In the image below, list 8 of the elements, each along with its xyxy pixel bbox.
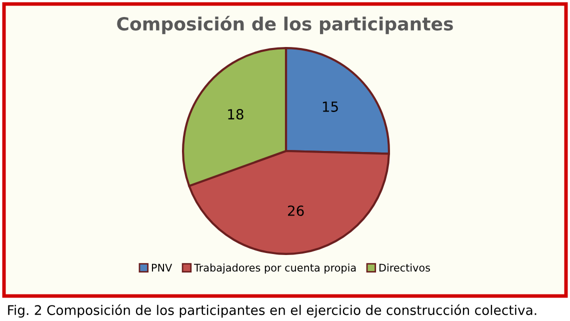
data-label: 18 bbox=[228, 109, 244, 120]
caption: Fig. 2 Composición de los participantes en el ejercicio de construcción colectiva. bbox=[8, 304, 536, 318]
legend-label: Trabajadores por cuenta propia bbox=[194, 264, 356, 274]
data-label: 15 bbox=[322, 102, 338, 112]
data-label: 26 bbox=[288, 206, 304, 216]
legend-label: PNV bbox=[152, 264, 172, 272]
chart-title: Composición de los participantes bbox=[117, 16, 453, 34]
legend-label: Directivos bbox=[379, 264, 430, 272]
